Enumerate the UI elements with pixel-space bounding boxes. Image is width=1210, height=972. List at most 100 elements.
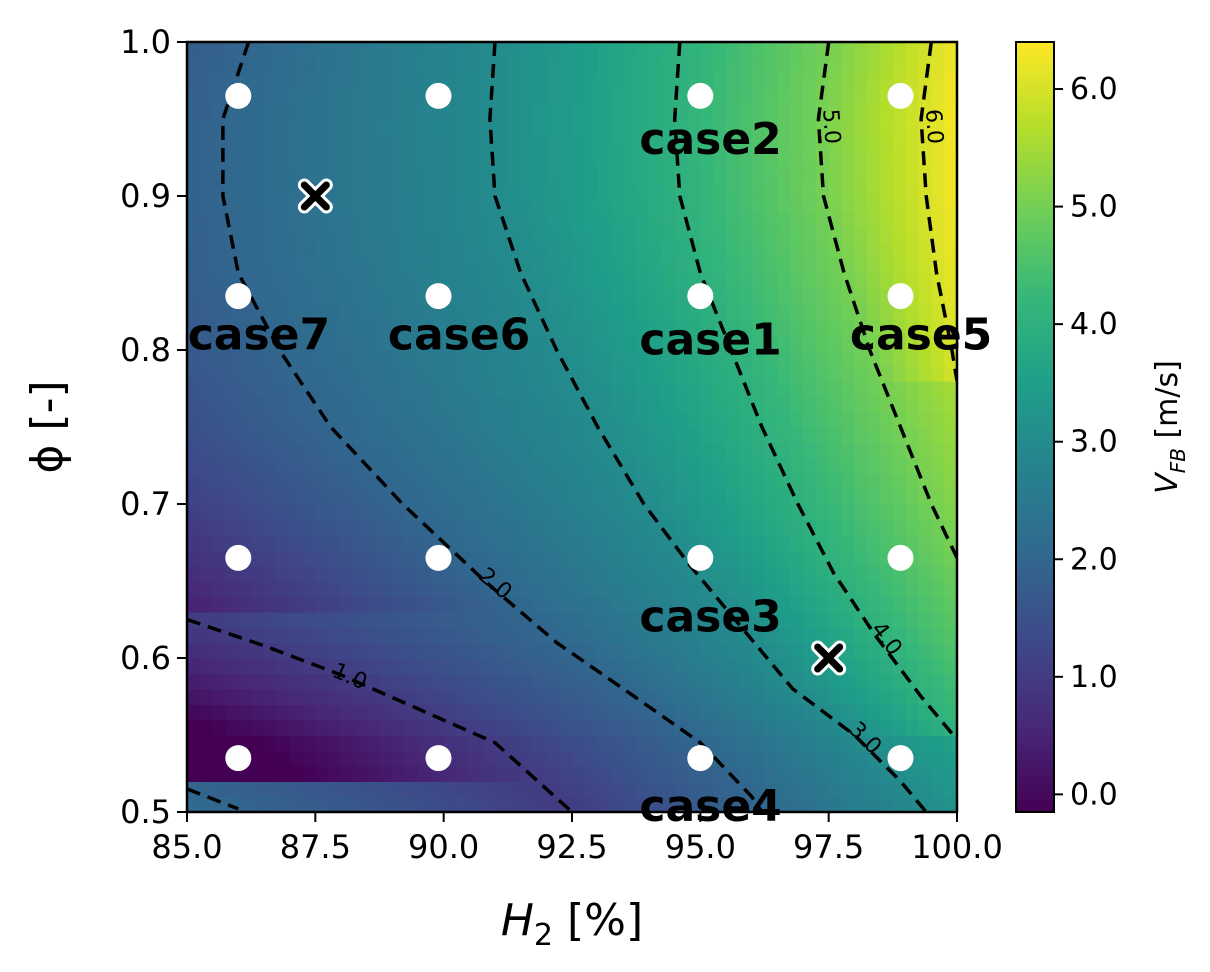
- heat-cell: [495, 611, 509, 628]
- heat-cell: [264, 488, 278, 505]
- colorbar-gradient: [1015, 41, 1055, 813]
- heat-cell: [302, 88, 317, 105]
- heat-cell: [469, 704, 483, 721]
- heat-cell: [905, 257, 920, 274]
- heat-cell: [918, 303, 933, 320]
- heat-cell: [456, 273, 471, 290]
- heat-cell: [867, 581, 881, 598]
- heat-cell: [649, 442, 663, 459]
- heat-cell: [251, 565, 265, 582]
- heat-cell: [379, 57, 394, 74]
- heat-cell: [892, 257, 907, 274]
- heat-cell: [597, 319, 612, 336]
- heat-cell: [212, 242, 227, 259]
- heat-cell: [905, 735, 920, 752]
- heat-cell: [264, 196, 278, 213]
- heat-cell: [764, 303, 779, 320]
- heat-cell: [738, 303, 753, 320]
- heat-cell: [302, 581, 317, 598]
- heat-cell: [905, 596, 920, 613]
- heat-cell: [546, 658, 560, 675]
- heat-cell: [456, 72, 471, 89]
- heat-cell: [533, 334, 548, 351]
- heat-cell: [264, 673, 278, 690]
- heat-cell: [187, 103, 201, 120]
- heat-cell: [892, 473, 907, 490]
- heat-cell: [610, 57, 625, 74]
- heat-cell: [828, 88, 843, 105]
- heat-cell: [597, 334, 612, 351]
- heat-cell: [674, 411, 689, 428]
- heat-cell: [636, 257, 650, 274]
- heat-cell: [738, 134, 753, 151]
- heat-cell: [533, 765, 548, 782]
- heat-cell: [289, 350, 304, 367]
- heat-cell: [456, 611, 471, 628]
- heat-cell: [482, 365, 496, 382]
- heat-cell: [905, 57, 920, 74]
- heat-cell: [892, 42, 907, 59]
- heat-cell: [238, 350, 252, 367]
- heat-cell: [828, 688, 843, 705]
- heat-cell: [251, 796, 265, 812]
- heat-cell: [854, 257, 868, 274]
- heat-cell: [880, 411, 894, 428]
- heat-cell: [751, 796, 766, 812]
- heat-cell: [264, 627, 278, 644]
- heat-cell: [353, 781, 368, 798]
- heat-cell: [931, 796, 945, 812]
- heat-cell: [636, 719, 650, 736]
- heat-cell: [828, 119, 843, 136]
- heat-cell: [418, 365, 432, 382]
- heat-cell: [341, 119, 355, 136]
- heat-cell: [738, 103, 753, 120]
- heat-cell: [636, 581, 650, 598]
- heat-cell: [649, 611, 663, 628]
- heat-cell: [854, 365, 868, 382]
- heat-cell: [892, 519, 907, 536]
- heat-cell: [764, 211, 779, 228]
- heat-cell: [815, 519, 830, 536]
- heat-cell: [751, 457, 766, 474]
- heat-cell: [713, 581, 727, 598]
- heat-cell: [418, 103, 432, 120]
- heat-cell: [456, 396, 471, 413]
- heat-cell: [392, 273, 406, 290]
- heat-cell: [238, 257, 252, 274]
- heat-cell: [533, 796, 548, 812]
- heat-cell: [430, 642, 445, 659]
- heat-cell: [315, 704, 329, 721]
- heat-cell: [507, 581, 522, 598]
- heat-cell: [533, 750, 548, 767]
- heat-cell: [212, 442, 227, 459]
- heat-cell: [456, 303, 471, 320]
- heat-cell: [597, 488, 612, 505]
- heat-cell: [944, 427, 957, 444]
- heat-cell: [546, 611, 560, 628]
- heat-cell: [430, 242, 445, 259]
- heat-cell: [918, 519, 933, 536]
- heat-cell: [777, 242, 791, 259]
- heat-cell: [392, 57, 406, 74]
- heat-cell: [674, 180, 689, 197]
- heat-cell: [649, 781, 663, 798]
- heat-cell: [700, 42, 714, 59]
- heat-cell: [302, 796, 317, 812]
- heat-cell: [713, 735, 727, 752]
- heat-cell: [302, 596, 317, 613]
- heat-cell: [443, 119, 458, 136]
- heat-cell: [610, 42, 625, 59]
- heat-cell: [315, 427, 329, 444]
- heat-cell: [264, 273, 278, 290]
- heat-cell: [225, 781, 240, 798]
- heat-cell: [738, 334, 753, 351]
- heat-cell: [341, 611, 355, 628]
- heat-cell: [726, 396, 740, 413]
- heat-cell: [674, 380, 689, 397]
- heat-cell: [392, 42, 406, 59]
- heat-cell: [610, 519, 625, 536]
- heat-cell: [713, 673, 727, 690]
- heat-cell: [264, 704, 278, 721]
- heat-cell: [880, 735, 894, 752]
- heat-cell: [764, 242, 779, 259]
